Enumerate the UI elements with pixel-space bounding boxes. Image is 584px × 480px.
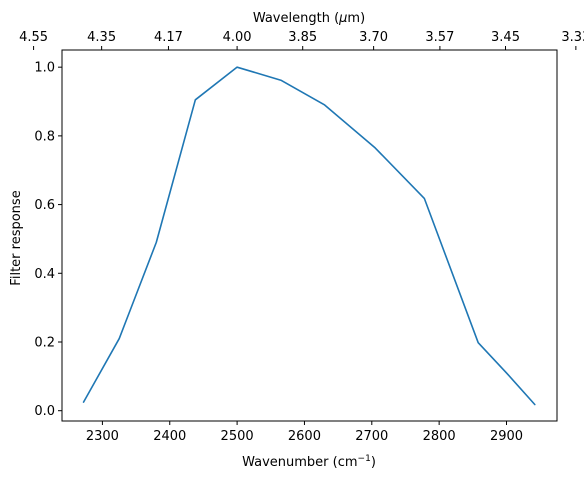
- y-tick-label: 0.8: [34, 129, 55, 144]
- top-x-tick-label: 3.33: [561, 30, 584, 45]
- x-axis-label: Wavenumber (cm−1): [242, 454, 376, 470]
- y-axis-label: Filter response: [9, 190, 24, 285]
- plot-frame: [61, 49, 558, 422]
- x-tick-label: 2900: [490, 429, 523, 444]
- top-x-axis-ticks: 4.55 4.35 4.17 4.00 3.85 3.70 3.57 3.45 3.33: [19, 30, 584, 50]
- y-tick-label: 0.0: [34, 404, 55, 419]
- y-tick-label: 1.0: [34, 61, 55, 76]
- x-tick-label: 2300: [86, 429, 119, 444]
- top-x-tick-label: 4.55: [19, 30, 48, 45]
- plot-area: [61, 49, 558, 422]
- y-axis-ticks: 0.0 0.2 0.4 0.6 0.8 1.0: [34, 61, 62, 419]
- x-tick-label: 2400: [153, 429, 186, 444]
- top-x-tick-label: 3.57: [425, 30, 454, 45]
- top-x-tick-label: 4.35: [87, 30, 116, 45]
- x-tick-label: 2700: [355, 429, 388, 444]
- top-x-tick-label: 3.70: [359, 30, 388, 45]
- x-axis-ticks: 2300 2400 2500 2600 2700 2800 2900: [86, 421, 523, 444]
- x-tick-label: 2600: [288, 429, 321, 444]
- x-tick-label: 2800: [423, 429, 456, 444]
- y-tick-label: 0.4: [34, 267, 55, 282]
- top-x-tick-label: 3.85: [288, 30, 317, 45]
- series-line-0: [82, 66, 536, 406]
- top-x-tick-label: 4.17: [154, 30, 183, 45]
- y-tick-label: 0.2: [34, 335, 55, 350]
- top-x-axis-label: Wavelength (μm): [253, 11, 365, 26]
- top-x-tick-label: 4.00: [223, 30, 252, 45]
- x-tick-label: 2500: [221, 429, 254, 444]
- top-x-tick-label: 3.45: [491, 30, 520, 45]
- y-tick-label: 0.6: [34, 198, 55, 213]
